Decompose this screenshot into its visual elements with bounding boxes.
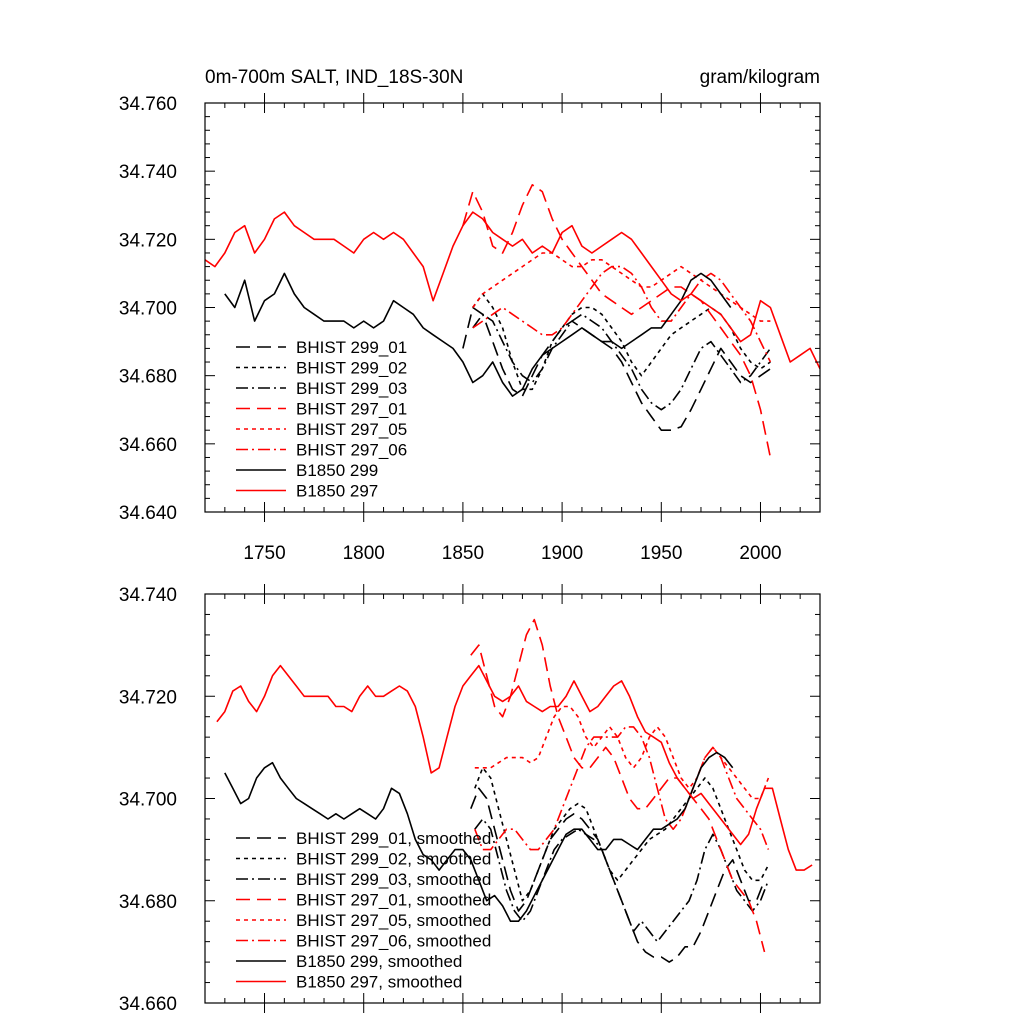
series-line-1 [462,306,771,431]
y-tick-label: 34.760 [119,94,177,115]
series-line-3 [474,818,770,943]
y-tick-label: 34.720 [119,230,177,251]
legend-label: B1850 297 [296,482,378,501]
y-tick-label: 34.700 [119,299,177,320]
legend-label: BHIST 297_01 [296,400,407,419]
legend-label: BHIST 297_06, smoothed [296,932,491,951]
legend-label: BHIST 299_02 [296,359,407,378]
y-tick-label: 34.740 [119,585,177,606]
series-line-5 [474,705,770,800]
series-group [205,184,820,458]
y-tick-label: 34.680 [119,367,177,388]
top-panel: 34.640 34.660 34.680 34.700 34.720 34.740 34.7… [119,67,821,564]
series-line-7 [224,751,734,922]
y-tick-label: 34.700 [119,790,177,811]
series-line-4 [462,184,772,458]
y-tick-label: 34.660 [119,435,177,456]
legend-label: BHIST 297_05, smoothed [296,911,491,930]
legend-label: BHIST 299_01 [296,338,407,357]
legend-label: B1850 299, smoothed [296,952,462,971]
legend: BHIST 299_01, smoothed BHIST 299_02, smoo… [236,829,491,992]
y-tick-label: 34.640 [119,503,177,524]
series-line-8 [205,211,820,370]
x-tick-label: 1900 [541,543,583,564]
series-line-3 [472,313,772,411]
y-tick-label: 34.740 [119,162,177,183]
y-tick-label: 34.680 [119,892,177,913]
legend-label: BHIST 299_02, smoothed [296,850,491,869]
chart-title: 0m-700m SALT, IND_18S-30N [205,67,463,88]
series-line-2 [474,767,770,902]
series-line-7 [224,272,732,397]
legend-label: BHIST 299_03 [296,379,407,398]
x-tick-label: 2000 [739,543,781,564]
series-line-2 [472,293,771,391]
bottom-panel: 34.660 34.680 34.700 34.720 34.740 BHIST 299_… [119,584,821,1015]
series-line-1 [470,787,766,963]
series-line-6 [472,265,772,363]
units-label: gram/kilogram [700,67,820,88]
x-tick-label: 1850 [442,543,484,564]
y-tick-label: 34.720 [119,687,177,708]
legend-label: BHIST 297_06 [296,441,407,460]
x-tick-label: 1750 [243,543,285,564]
series-line-6 [474,726,770,851]
x-tick-label: 1800 [343,543,385,564]
legend-label: B1850 297, smoothed [296,973,462,992]
y-tick-label: 34.660 [119,994,177,1015]
series-group [216,618,813,963]
legend-label: BHIST 297_01, smoothed [296,891,491,910]
legend-label: BHIST 299_03, smoothed [296,870,491,889]
legend-label: B1850 299 [296,461,378,480]
x-tick-label: 1950 [640,543,682,564]
legend-label: BHIST 299_01, smoothed [296,829,491,848]
legend-label: BHIST 297_05 [296,420,407,439]
series-line-8 [216,664,813,871]
series-line-4 [470,618,766,953]
